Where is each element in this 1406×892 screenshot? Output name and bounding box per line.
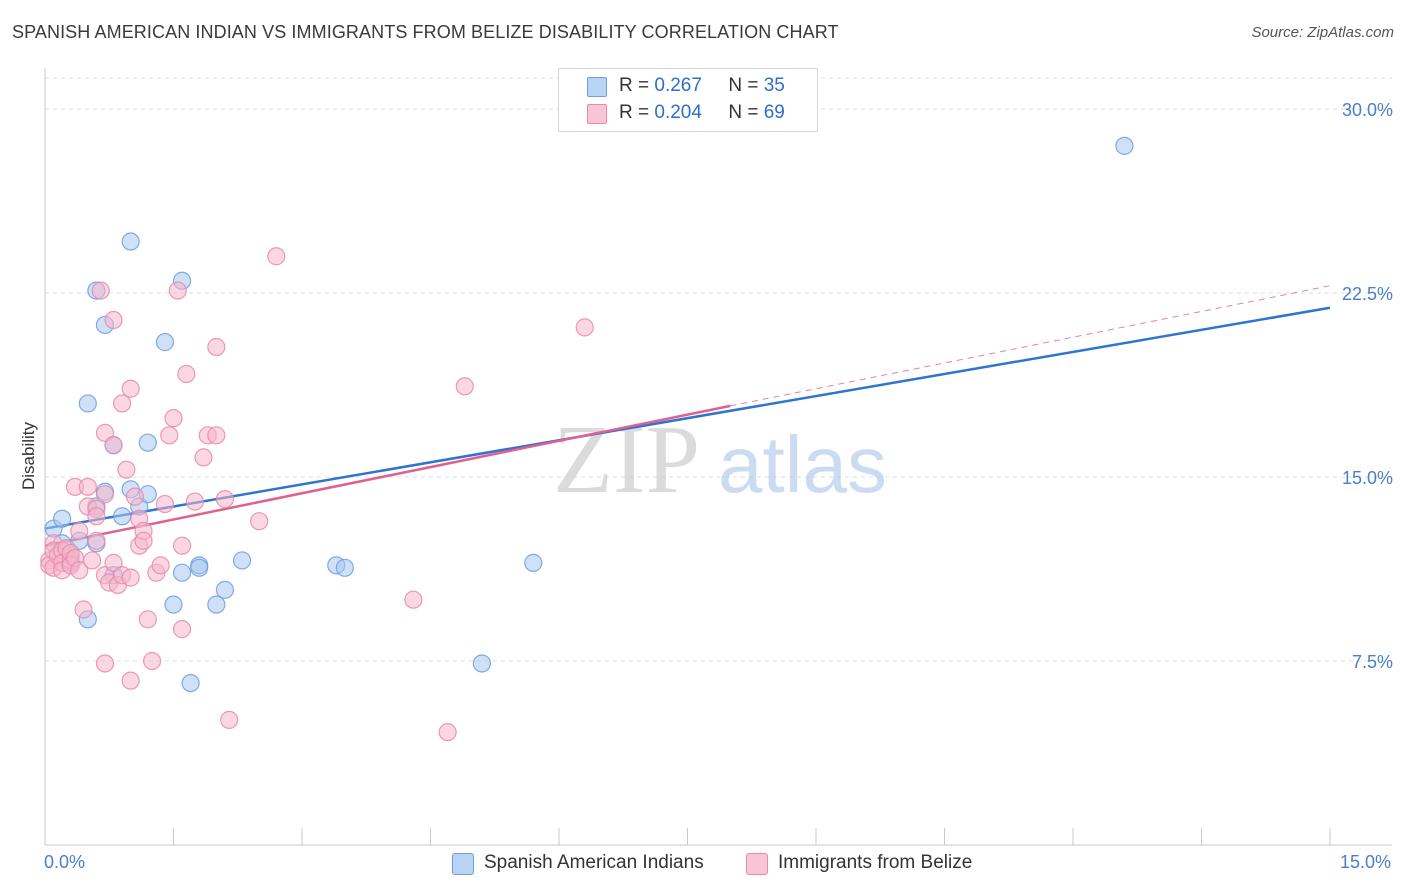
- data-point-belize: [220, 710, 239, 729]
- bottom-legend-label: Spanish American Indians: [484, 852, 704, 873]
- y-tick-label: 22.5%: [1342, 284, 1393, 304]
- data-point-spanish-american-indian: [207, 595, 226, 614]
- data-point-spanish-american-indian: [112, 507, 132, 526]
- data-point-spanish-american-indian: [190, 558, 209, 577]
- data-point-belize: [207, 337, 226, 357]
- data-point-belize: [112, 394, 132, 413]
- y-axis-title: Disability: [19, 421, 38, 490]
- data-point-belize: [168, 281, 187, 300]
- legend-n-label: N =: [728, 75, 764, 96]
- source-label: Source: ZipAtlas.com: [1251, 24, 1394, 41]
- watermark-atlas: atlas: [718, 420, 887, 509]
- legend-r-label: R =: [619, 75, 655, 96]
- data-point-belize: [404, 590, 423, 609]
- data-point-belize: [207, 426, 226, 445]
- data-point-belize: [164, 409, 183, 428]
- bottom-legend-swatch-blue: [452, 853, 474, 875]
- data-point-belize: [215, 490, 234, 509]
- data-point-belize: [575, 318, 594, 337]
- data-point-spanish-american-indian: [524, 553, 543, 572]
- data-point-belize: [160, 426, 179, 445]
- data-point-belize: [87, 531, 106, 550]
- trend-line-spanish-american-indians: [44, 306, 1331, 530]
- data-point-belize: [70, 521, 89, 541]
- data-point-belize: [185, 492, 205, 511]
- y-tick-labels: 7.5% 15.0% 22.5% 30.0%: [1342, 100, 1393, 672]
- legend-n-value: 35: [763, 75, 785, 96]
- trend-lines: [44, 285, 1331, 547]
- bottom-legend-label: Immigrants from Belize: [778, 852, 973, 873]
- watermark-zip: ZIP: [553, 406, 700, 514]
- data-point-belize: [155, 494, 175, 514]
- data-point-belize: [87, 507, 106, 526]
- data-point-belize: [121, 379, 140, 398]
- y-tick-label: 15.0%: [1342, 468, 1393, 488]
- x-axis-min-label: 0.0%: [44, 852, 86, 872]
- trend-line-belize: [44, 404, 731, 547]
- data-point-spanish-american-indian: [172, 563, 192, 582]
- data-point-spanish-american-indian: [215, 580, 234, 599]
- correlation-legend: R = 0.267 N = 35 R = 0.204 N = 69: [558, 68, 818, 132]
- data-point-belize: [138, 610, 157, 629]
- data-point-belize: [95, 654, 115, 673]
- legend-r-label: R =: [619, 102, 655, 123]
- data-point-belize: [95, 485, 115, 504]
- data-point-belize: [121, 568, 140, 587]
- data-point-belize: [70, 561, 89, 580]
- data-point-belize: [104, 553, 123, 572]
- legend-swatch-blue: [587, 77, 607, 97]
- data-point-belize: [117, 460, 136, 479]
- trend-line-belize-extended: [730, 285, 1331, 407]
- data-point-spanish-american-indian: [1115, 136, 1134, 155]
- legend-n-label: N =: [728, 102, 764, 123]
- data-point-spanish-american-indian: [121, 232, 140, 251]
- data-point-spanish-american-indian: [78, 394, 97, 413]
- data-point-belize: [438, 723, 457, 742]
- legend-n-value: 69: [763, 102, 785, 123]
- data-point-belize: [104, 310, 123, 330]
- data-point-spanish-american-indian: [181, 673, 200, 693]
- data-point-belize: [142, 651, 162, 671]
- data-point-spanish-american-indian: [53, 509, 72, 528]
- data-point-belize: [267, 247, 286, 266]
- data-point-belize: [134, 531, 153, 550]
- legend-r-value: 0.267: [654, 75, 702, 96]
- data-point-belize: [177, 364, 196, 384]
- legend-r-value: 0.204: [654, 102, 702, 123]
- data-point-spanish-american-indian: [335, 558, 354, 577]
- gridlines: [45, 77, 1392, 662]
- data-point-spanish-american-indian: [164, 595, 183, 614]
- data-point-belize: [91, 281, 110, 300]
- legend-swatch-pink: [587, 104, 607, 124]
- data-point-belize: [172, 536, 192, 555]
- data-point-spanish-american-indian: [472, 654, 491, 673]
- watermark: ZIP atlas: [553, 406, 887, 514]
- data-point-belize: [151, 556, 170, 575]
- axes: [44, 68, 1392, 846]
- data-point-belize: [121, 671, 140, 690]
- data-point-belize: [125, 487, 145, 506]
- data-point-belize: [455, 377, 474, 396]
- data-point-belize: [95, 423, 115, 442]
- data-point-belize: [83, 551, 102, 570]
- data-point-spanish-american-indian: [155, 333, 175, 352]
- data-point-belize: [78, 477, 97, 496]
- chart-title: SPANISH AMERICAN INDIAN VS IMMIGRANTS FR…: [12, 22, 839, 42]
- bottom-legend-swatch-pink: [746, 853, 768, 875]
- data-point-belize: [250, 512, 269, 531]
- data-point-spanish-american-indian: [138, 433, 157, 452]
- data-point-spanish-american-indian: [232, 551, 252, 570]
- data-point-belize: [172, 620, 192, 639]
- y-tick-label: 7.5%: [1352, 652, 1393, 672]
- x-axis-max-label: 15.0%: [1340, 852, 1392, 872]
- data-point-belize: [104, 436, 123, 455]
- series-immigrants-from-belize: [40, 247, 594, 742]
- data-point-belize: [74, 600, 93, 619]
- data-point-belize: [194, 448, 213, 467]
- y-tick-label: 30.0%: [1342, 100, 1393, 120]
